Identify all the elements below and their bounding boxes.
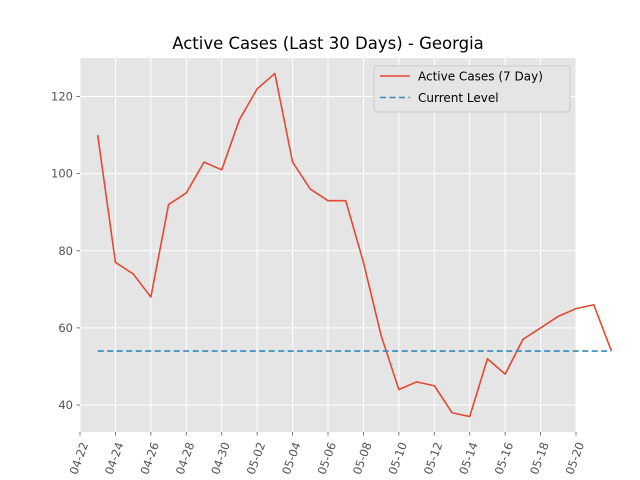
y-tick-label: 120	[51, 90, 73, 104]
legend-label: Current Level	[418, 91, 499, 105]
legend: Active Cases (7 Day) Current Level	[373, 65, 571, 113]
series-layer	[96, 72, 613, 418]
x-tick-label: 05-06	[314, 440, 339, 476]
y-tick-label: 100	[51, 167, 73, 181]
x-tick-label: 05-12	[421, 440, 446, 476]
x-tick-label: 05-02	[244, 440, 269, 476]
x-axis: 04-22 04-24 04-26 04-28 04-30 05-02 05-04 05-06…	[66, 432, 587, 476]
grid	[79, 58, 577, 432]
x-tick-label: 05-18	[527, 440, 552, 476]
y-tick-label: 60	[58, 321, 73, 335]
chart-title: Active Cases (Last 30 Days) - Georgia	[172, 34, 484, 53]
x-tick-label: 04-28	[173, 440, 198, 476]
x-tick-label: 05-20	[562, 440, 587, 476]
x-tick-label: 05-04	[279, 440, 304, 476]
y-tick-label: 80	[58, 244, 73, 258]
x-tick-label: 04-24	[102, 440, 127, 476]
y-axis: 40 60 80 100 120	[51, 90, 80, 412]
legend-box	[373, 65, 571, 113]
x-tick-label: 04-26	[137, 440, 162, 476]
x-tick-label: 04-22	[66, 440, 91, 476]
x-tick-label: 05-16	[492, 440, 517, 476]
x-tick-label: 05-08	[350, 440, 375, 476]
x-tick-label: 05-10	[385, 440, 410, 476]
x-tick-label: 04-30	[208, 440, 233, 476]
legend-label: Active Cases (7 Day)	[418, 70, 543, 84]
x-tick-label: 05-14	[456, 440, 481, 476]
series-line-0	[96, 72, 613, 418]
y-tick-label: 40	[58, 398, 73, 412]
